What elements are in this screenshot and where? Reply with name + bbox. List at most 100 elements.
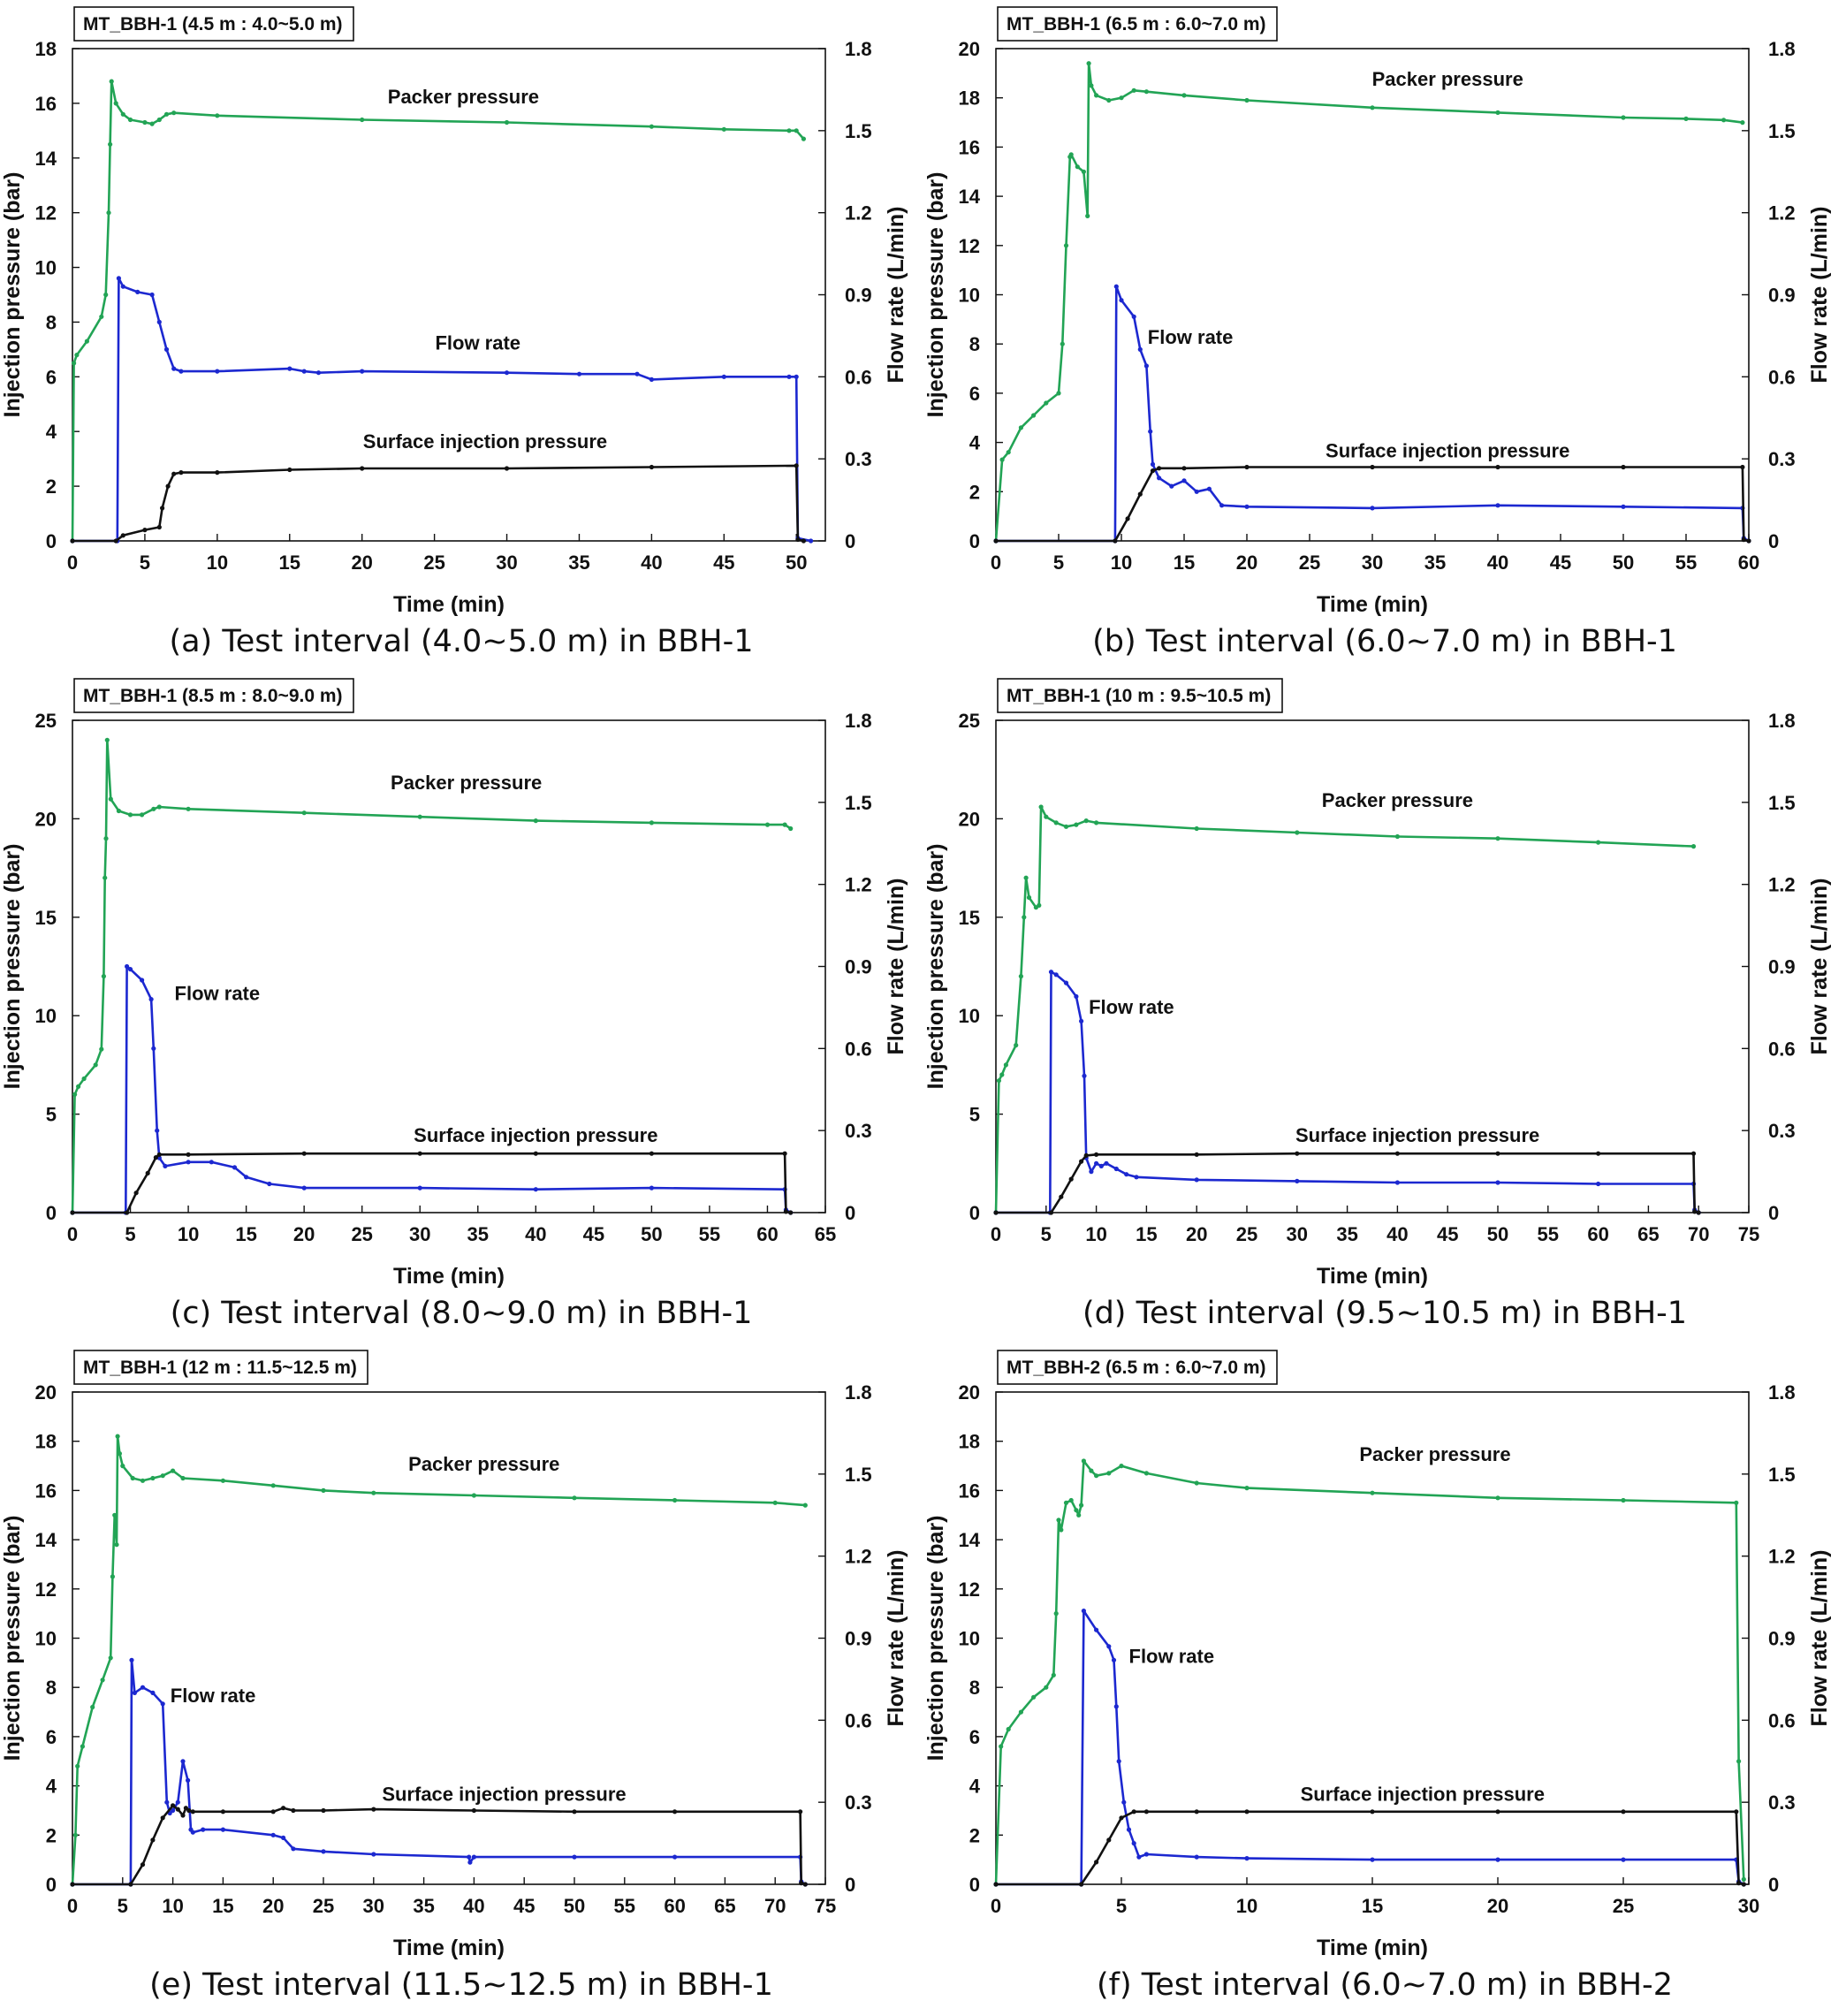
packer-data-point — [127, 117, 133, 123]
chart-caption: (a) Test interval (4.0~5.0 m) in BBH-1 — [169, 624, 754, 659]
packer-data-point — [160, 1473, 165, 1479]
y2-tick-label: 0.9 — [845, 956, 872, 978]
flow-data-point — [1244, 1856, 1250, 1861]
packer-data-point — [1119, 95, 1124, 101]
packer-data-point — [113, 101, 118, 106]
surface-data-point — [799, 1881, 804, 1886]
y-tick-label: 15 — [35, 907, 57, 929]
packer-data-point — [140, 1478, 146, 1483]
packer-data-point — [110, 1574, 115, 1579]
surface-data-point — [1394, 1151, 1400, 1156]
surface-data-point — [70, 1882, 75, 1887]
y-tick-label: 25 — [35, 710, 57, 732]
y-tick-label: 6 — [969, 383, 980, 405]
packer-data-point — [1621, 1497, 1626, 1503]
flow-data-point — [1131, 1841, 1136, 1846]
packer-data-point — [1119, 1464, 1124, 1469]
packer-data-point — [1063, 1500, 1069, 1505]
chart-caption: (e) Test interval (11.5~12.5 m) in BBH-1 — [149, 1967, 773, 2003]
y2-tick-label: 0.9 — [1768, 956, 1796, 978]
surface-series-label: Surface injection pressure — [363, 430, 607, 453]
x-tick-label: 15 — [235, 1223, 256, 1245]
x-tick-label: 55 — [699, 1223, 720, 1245]
packer-data-point — [1081, 1458, 1086, 1464]
y-tick-label: 10 — [35, 257, 57, 279]
surface-series-label: Surface injection pressure — [382, 1783, 626, 1805]
flow-data-point — [287, 366, 292, 371]
packer-data-point — [108, 1655, 113, 1661]
chart-title: MT_BBH-1 (4.5 m : 4.0~5.0 m) — [83, 14, 343, 34]
packer-data-point — [1053, 1611, 1059, 1617]
packer-data-point — [1740, 120, 1745, 126]
surface-data-point — [153, 1155, 158, 1160]
packer-data-point — [1244, 97, 1250, 103]
packer-data-point — [1181, 93, 1187, 98]
packer-data-point — [764, 822, 771, 827]
packer-data-point — [533, 818, 538, 824]
packer-data-point — [1018, 425, 1023, 430]
x-axis-label: Time (min) — [393, 1936, 505, 1960]
y-tick-label: 14 — [959, 186, 981, 208]
surface-data-point — [190, 1809, 195, 1814]
x-axis-label: Time (min) — [1317, 1936, 1428, 1960]
x-tick-label: 15 — [1362, 1895, 1383, 1917]
surface-data-point — [993, 1210, 999, 1215]
y-tick-label: 10 — [959, 1005, 980, 1027]
x-tick-label: 40 — [1487, 552, 1508, 574]
y-tick-label: 14 — [35, 148, 57, 170]
x-tick-label: 20 — [262, 1895, 284, 1917]
packer-data-point — [99, 1046, 104, 1052]
y2-axis-label: Flow rate (L/min) — [884, 1550, 908, 1727]
packer-data-point — [108, 141, 113, 147]
flow-data-point — [533, 1187, 538, 1192]
x-tick-label: 10 — [178, 1223, 199, 1245]
y2-tick-label: 0 — [1768, 1874, 1779, 1896]
flow-data-point — [786, 374, 792, 379]
surface-data-point — [1094, 1152, 1099, 1157]
flow-data-point — [1053, 972, 1059, 978]
flow-data-point — [116, 276, 121, 281]
x-tick-label: 25 — [423, 552, 444, 574]
x-tick-label: 20 — [1236, 552, 1257, 574]
packer-series-line — [71, 739, 792, 1213]
packer-data-point — [1106, 1471, 1112, 1476]
surface-data-point — [156, 1152, 162, 1157]
surface-series-line — [72, 464, 804, 543]
flow-data-point — [1131, 314, 1136, 319]
surface-data-point — [291, 1807, 296, 1814]
packer-data-point — [1056, 1518, 1061, 1523]
y2-tick-label: 0.6 — [1768, 1038, 1796, 1060]
chart-title-box — [73, 6, 354, 42]
y-tick-label: 0 — [46, 530, 57, 552]
flow-data-point — [1143, 1852, 1149, 1857]
x-tick-label: 50 — [1487, 1223, 1508, 1245]
packer-data-point — [1086, 61, 1091, 66]
packer-data-point — [649, 124, 655, 129]
x-tick-label: 15 — [279, 552, 300, 574]
packer-data-point — [106, 210, 111, 216]
flow-data-point — [160, 1701, 165, 1707]
surface-data-point — [1137, 491, 1143, 497]
y2-axis-label: Flow rate (L/min) — [884, 879, 908, 1055]
x-tick-label: 5 — [1041, 1223, 1052, 1245]
flow-series-label: Flow rate — [171, 1685, 256, 1707]
surface-data-point — [1370, 464, 1375, 470]
packer-data-point — [99, 314, 104, 319]
y-tick-label: 5 — [969, 1104, 980, 1126]
x-tick-label: 30 — [409, 1223, 430, 1245]
surface-data-point — [1621, 1809, 1626, 1814]
surface-data-point — [171, 471, 177, 476]
packer-data-point — [1085, 213, 1090, 218]
x-tick-label: 15 — [212, 1895, 233, 1917]
surface-data-point — [788, 1210, 794, 1215]
x-axis-label: Time (min) — [1317, 592, 1428, 617]
surface-data-point — [160, 506, 165, 511]
flow-data-point — [1119, 298, 1124, 303]
packer-data-point — [1044, 1685, 1049, 1690]
y2-tick-label: 0 — [1768, 530, 1779, 552]
y2-tick-label: 0.6 — [845, 1709, 872, 1731]
packer-data-point — [371, 1490, 376, 1495]
y-tick-label: 20 — [35, 808, 57, 830]
surface-data-point — [1244, 1809, 1250, 1814]
surface-data-point — [672, 1809, 678, 1814]
